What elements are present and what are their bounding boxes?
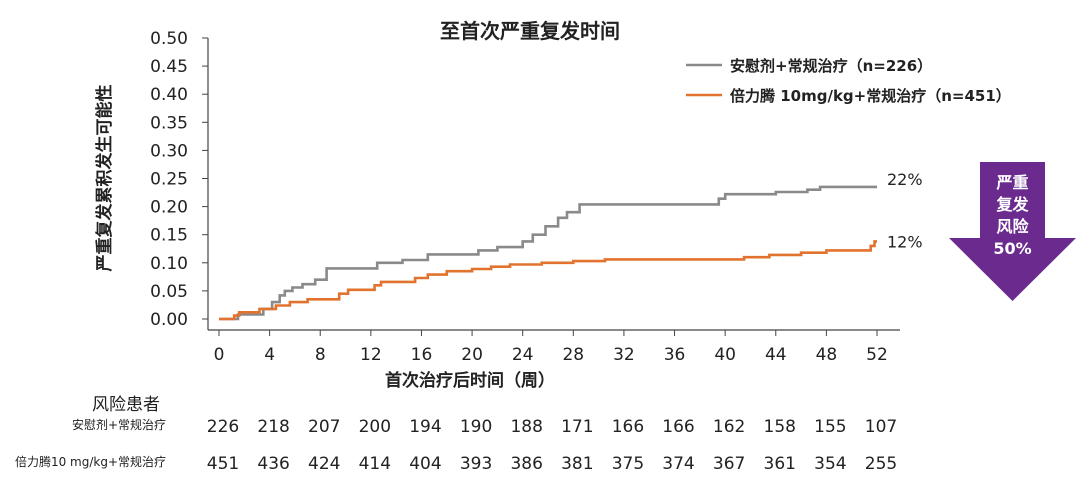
risk-count: 194 xyxy=(409,417,441,437)
risk-count: 188 xyxy=(510,417,542,437)
y-tick-label: 0.25 xyxy=(150,170,188,190)
badge-text-line: 风险 xyxy=(996,217,1029,236)
risk-count: 207 xyxy=(308,417,340,437)
series-end-label-0: 22% xyxy=(887,170,923,189)
risk-count: 451 xyxy=(207,454,239,474)
risk-count: 226 xyxy=(207,417,239,437)
y-tick-label: 0.00 xyxy=(150,310,188,330)
risk-row-label-1: 倍力腾10 mg/kg+常规治疗 xyxy=(15,454,166,469)
risk-count: 386 xyxy=(510,454,542,474)
risk-count: 436 xyxy=(257,454,289,474)
y-tick-label: 0.35 xyxy=(150,113,188,133)
y-tick-label: 0.20 xyxy=(150,198,188,218)
x-axis-label: 首次治疗后时间（周） xyxy=(385,370,555,391)
risk-count: 374 xyxy=(662,454,694,474)
series-end-label-1: 12% xyxy=(887,232,923,251)
risk-count: 190 xyxy=(460,417,492,437)
x-tick-label: 12 xyxy=(360,345,382,365)
series-layer: 22% 12% xyxy=(219,170,923,321)
risk-count: 393 xyxy=(460,454,492,474)
risk-count: 424 xyxy=(308,454,340,474)
x-tick-label: 52 xyxy=(866,345,888,365)
legend-label-1: 倍力腾 10mg/kg+常规治疗（n=451） xyxy=(730,87,1011,105)
risk-count: 166 xyxy=(612,417,644,437)
risk-count: 375 xyxy=(612,454,644,474)
x-tick-label: 44 xyxy=(765,345,787,365)
y-tick-label: 0.45 xyxy=(150,57,188,77)
x-tick-label: 4 xyxy=(264,345,275,365)
risk-count: 361 xyxy=(764,454,796,474)
x-tick-label: 0 xyxy=(214,345,225,365)
risk-count: 218 xyxy=(257,417,289,437)
series-line-0 xyxy=(219,185,877,321)
y-tick-label: 0.30 xyxy=(150,141,188,161)
risk-count: 171 xyxy=(561,417,593,437)
risk-table-title: 风险患者 xyxy=(92,395,160,415)
chart-title: 至首次严重复发时间 xyxy=(440,19,620,43)
badge-text-line: 复发 xyxy=(995,195,1029,214)
x-tick-label: 28 xyxy=(562,345,584,365)
risk-count: 404 xyxy=(409,454,441,474)
y-tick-label: 0.10 xyxy=(150,254,188,274)
legend: 安慰剂+常规治疗（n=226） 倍力腾 10mg/kg+常规治疗（n=451） xyxy=(686,57,1011,105)
risk-count: 162 xyxy=(713,417,745,437)
x-tick-label: 20 xyxy=(461,345,483,365)
y-tick-label: 0.05 xyxy=(150,282,188,302)
risk-count: 255 xyxy=(865,454,897,474)
x-tick-label: 48 xyxy=(816,345,838,365)
axes: 0.00 0.05 0.10 0.15 0.20 0.25 0.30 0.35 0.40 0.45… xyxy=(150,29,900,365)
series-line-1 xyxy=(219,240,877,321)
y-axis-label: 严重复发累积发生可能性 xyxy=(94,85,115,272)
risk-count: 166 xyxy=(662,417,694,437)
x-tick-label: 8 xyxy=(315,345,326,365)
x-tick-label: 36 xyxy=(664,345,686,365)
legend-label-0: 安慰剂+常规治疗（n=226） xyxy=(730,57,932,75)
x-tick-label: 16 xyxy=(411,345,433,365)
risk-count: 107 xyxy=(865,417,897,437)
x-tick-label: 24 xyxy=(512,345,534,365)
risk-count: 414 xyxy=(359,454,391,474)
badge-text-line: 严重 xyxy=(995,173,1028,192)
risk-count: 381 xyxy=(561,454,593,474)
x-tick-label: 40 xyxy=(714,345,736,365)
risk-row-label-0: 安慰剂+常规治疗 xyxy=(72,417,166,432)
risk-count: 155 xyxy=(814,417,846,437)
y-tick-label: 0.50 xyxy=(150,29,188,49)
risk-count: 367 xyxy=(713,454,745,474)
risk-count: 158 xyxy=(764,417,796,437)
badge-text-line: 50% xyxy=(993,239,1031,258)
risk-count: 200 xyxy=(359,417,391,437)
x-tick-label: 32 xyxy=(613,345,635,365)
down-arrow-shape xyxy=(949,162,1076,301)
y-tick-label: 0.40 xyxy=(150,85,188,105)
y-tick-label: 0.15 xyxy=(150,226,188,246)
risk-count: 354 xyxy=(814,454,846,474)
